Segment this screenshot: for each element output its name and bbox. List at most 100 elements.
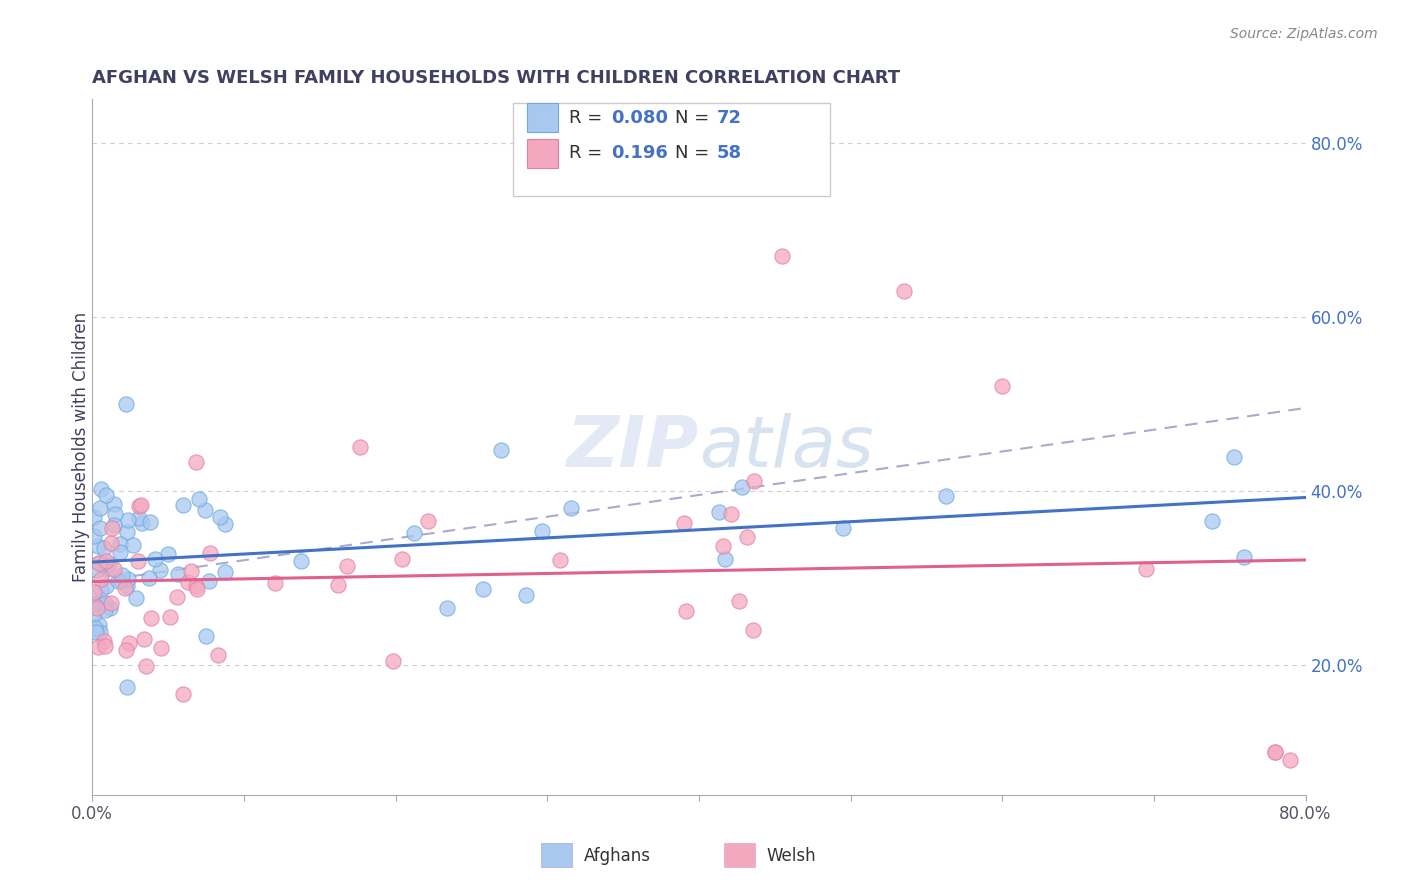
Point (83, 607, 105, 622)
Point (143, 552, 166, 566)
Point (1264, 745, 1286, 759)
Text: atlas: atlas (699, 413, 873, 482)
Point (127, 553, 149, 567)
Point (1279, 753, 1302, 767)
Text: N =: N = (675, 145, 714, 162)
Point (100, 536, 122, 550)
Point (1233, 550, 1256, 565)
Point (402, 526, 425, 541)
Point (115, 680, 138, 694)
Point (735, 530, 758, 544)
Point (149, 563, 172, 577)
Point (110, 573, 132, 587)
Text: R =: R = (569, 109, 609, 127)
Point (675, 604, 697, 618)
Point (436, 601, 458, 615)
Point (391, 552, 413, 566)
Point (530, 524, 553, 538)
Point (416, 514, 439, 528)
Point (107, 574, 129, 588)
Point (184, 579, 207, 593)
Point (180, 564, 202, 578)
Point (1135, 562, 1157, 576)
Point (770, 249, 793, 263)
Point (87, 617, 110, 632)
Point (103, 562, 125, 576)
Point (83, 529, 105, 543)
Point (108, 545, 131, 559)
Text: Source: ZipAtlas.com: Source: ZipAtlas.com (1230, 27, 1378, 41)
Point (94, 640, 117, 654)
Text: 0.080: 0.080 (612, 109, 669, 127)
Point (166, 567, 188, 582)
Text: 0.196: 0.196 (612, 145, 668, 162)
Point (98, 601, 121, 615)
Point (115, 397, 138, 411)
Point (893, 284, 915, 298)
Point (198, 546, 221, 560)
Point (103, 517, 125, 532)
Point (96, 487, 118, 501)
Point (328, 578, 350, 592)
Point (195, 629, 218, 643)
Point (87, 595, 110, 609)
Point (128, 510, 150, 524)
Point (115, 643, 138, 657)
Text: Afghans: Afghans (583, 847, 651, 864)
Text: 72: 72 (717, 109, 742, 127)
Point (741, 623, 763, 637)
Point (87, 539, 110, 553)
Point (117, 572, 139, 586)
Point (94, 596, 117, 610)
Point (84, 624, 107, 639)
Point (290, 554, 312, 568)
Text: ZIP: ZIP (567, 413, 699, 482)
Point (176, 575, 198, 590)
Point (731, 480, 754, 494)
Point (139, 515, 162, 529)
Point (214, 566, 236, 580)
Point (832, 521, 855, 535)
Point (90, 572, 112, 586)
Point (515, 588, 537, 602)
Point (128, 500, 150, 514)
Point (172, 498, 194, 512)
Point (186, 582, 208, 597)
Point (150, 641, 173, 656)
Point (131, 516, 153, 531)
Point (194, 503, 217, 517)
Point (264, 576, 287, 591)
Point (139, 610, 162, 624)
Point (198, 574, 221, 588)
Text: R =: R = (569, 145, 614, 162)
Y-axis label: Family Households with Children: Family Households with Children (72, 312, 90, 582)
Point (125, 591, 148, 605)
Point (935, 489, 957, 503)
Point (349, 440, 371, 454)
Point (727, 594, 749, 608)
Point (214, 517, 236, 532)
Point (83, 597, 105, 611)
Text: Welsh: Welsh (766, 847, 815, 864)
Point (115, 525, 138, 540)
Point (83, 584, 105, 599)
Point (159, 609, 181, 624)
Point (89, 556, 111, 570)
Point (94, 554, 117, 568)
Point (86, 600, 108, 615)
Point (991, 379, 1014, 393)
Point (87, 556, 110, 570)
Point (744, 474, 766, 488)
Point (94, 562, 117, 576)
Point (100, 521, 122, 535)
Point (208, 510, 231, 524)
Point (103, 497, 125, 511)
Point (381, 654, 404, 668)
Point (132, 632, 155, 647)
Point (713, 552, 735, 566)
Point (138, 571, 160, 585)
Point (93, 541, 115, 555)
Point (489, 442, 512, 457)
Text: AFGHAN VS WELSH FAMILY HOUSEHOLDS WITH CHILDREN CORRELATION CHART: AFGHAN VS WELSH FAMILY HOUSEHOLDS WITH C… (93, 69, 900, 87)
Point (1201, 514, 1223, 528)
